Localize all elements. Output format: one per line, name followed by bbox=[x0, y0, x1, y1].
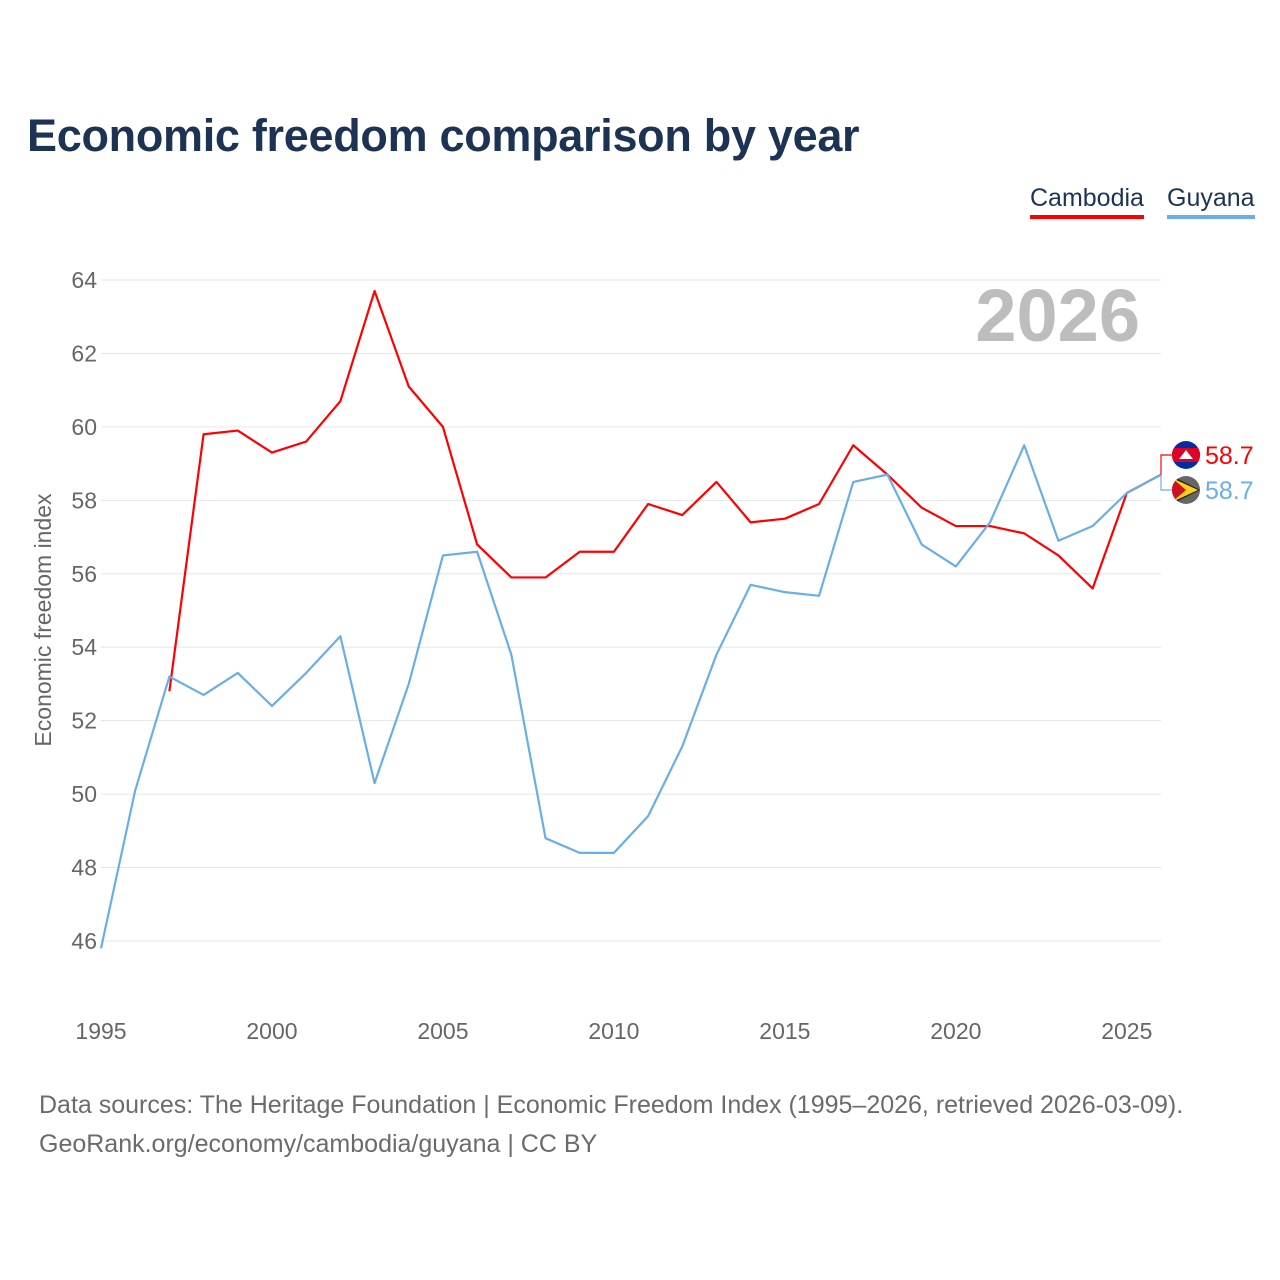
footer: Data sources: The Heritage Foundation | … bbox=[39, 1086, 1183, 1164]
x-tick-label: 2000 bbox=[246, 1018, 297, 1044]
chart-title: Economic freedom comparison by year bbox=[27, 110, 860, 161]
year-label: 2026 bbox=[975, 274, 1140, 357]
end-label-connector bbox=[1160, 454, 1173, 475]
y-tick-label: 46 bbox=[71, 928, 97, 954]
y-tick-label: 52 bbox=[71, 708, 97, 734]
y-tick-label: 60 bbox=[71, 414, 97, 440]
x-tick-label: 2015 bbox=[759, 1018, 810, 1044]
x-tick-label: 2020 bbox=[930, 1018, 981, 1044]
y-tick-label: 58 bbox=[71, 487, 97, 513]
y-tick-label: 50 bbox=[71, 781, 97, 807]
end-value-label-cambodia: 58.7 bbox=[1205, 442, 1254, 470]
guyana-flag-icon bbox=[1172, 476, 1200, 504]
cambodia-flag-icon bbox=[1172, 441, 1200, 469]
y-tick-label: 56 bbox=[71, 561, 97, 587]
end-value-label-guyana: 58.7 bbox=[1205, 477, 1254, 505]
data-source-text: Data sources: The Heritage Foundation | … bbox=[39, 1091, 1184, 1119]
y-tick-label: 54 bbox=[71, 634, 97, 660]
x-tick-label: 2025 bbox=[1101, 1018, 1152, 1044]
legend-item-cambodia[interactable]: Cambodia bbox=[1030, 184, 1144, 219]
y-tick-label: 62 bbox=[71, 340, 97, 366]
x-tick-label: 2010 bbox=[588, 1018, 639, 1044]
series-line-cambodia[interactable] bbox=[168, 289, 1162, 692]
x-tick-label: 2005 bbox=[417, 1018, 468, 1044]
legend-item-guyana[interactable]: Guyana bbox=[1167, 184, 1255, 219]
attribution-link[interactable]: GeoRank.org/economy/cambodia/guyana | CC… bbox=[39, 1130, 598, 1158]
y-tick-label: 64 bbox=[71, 267, 97, 293]
series-line-guyana[interactable] bbox=[99, 444, 1162, 949]
end-label-connector bbox=[1160, 474, 1173, 491]
y-tick-label: 48 bbox=[71, 855, 97, 881]
x-tick-label: 1995 bbox=[75, 1018, 126, 1044]
y-axis-label: Economic freedom index bbox=[30, 493, 56, 747]
